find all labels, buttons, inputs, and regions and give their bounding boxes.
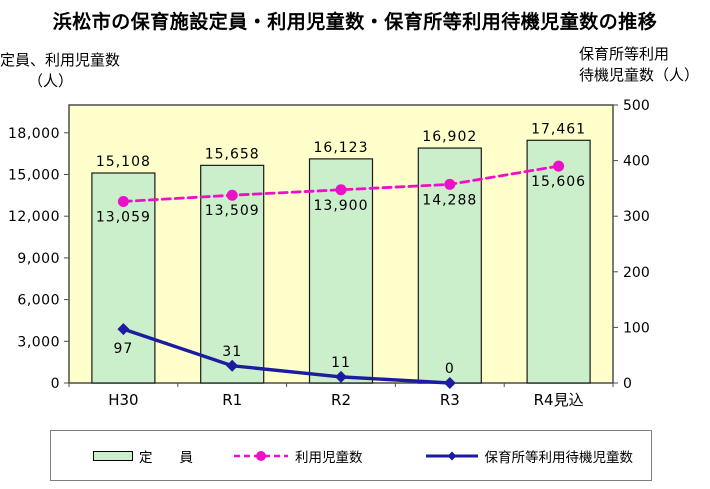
x-axis-category-label: R4見込 xyxy=(534,391,584,409)
left-axis-tick-label: 18,000 xyxy=(8,126,60,142)
right-axis-title-line2: 待機児童数（人） xyxy=(579,66,700,84)
right-axis-tick-label: 400 xyxy=(623,154,650,170)
circle-marker xyxy=(553,160,565,172)
right-axis-title: 保育所等利用 待機児童数（人） xyxy=(579,44,699,86)
legend-label-enrolled: 利用児童数 xyxy=(295,449,363,466)
right-axis-tick-label: 0 xyxy=(623,376,632,392)
point-value-label: 13,509 xyxy=(205,203,260,219)
point-value-label: 13,900 xyxy=(314,198,369,214)
left-axis-tick-label: 12,000 xyxy=(8,209,60,225)
left-axis-title-line1: 定員、利用児童数 xyxy=(0,51,121,69)
capacity-bar-swatch xyxy=(93,450,133,461)
point-value-label: 97 xyxy=(113,341,133,357)
circle-marker xyxy=(117,195,129,207)
point-value-label: 11 xyxy=(331,355,351,371)
left-axis-tick-label: 9,000 xyxy=(17,251,60,267)
x-axis-category-label: R3 xyxy=(440,391,460,409)
point-value-label: 14,288 xyxy=(422,192,477,208)
bar-value-label: 16,902 xyxy=(422,129,477,145)
point-value-label: 0 xyxy=(445,361,455,377)
legend-label-capacity: 定 員 xyxy=(139,449,193,466)
legend-item-waitlist: 保育所等利用待機児童数 xyxy=(425,446,634,466)
circle-marker xyxy=(335,184,347,196)
right-axis-tick-label: 200 xyxy=(623,265,650,281)
legend: 定 員 利用児童数 保育所等利用待機児童数 xyxy=(50,430,652,481)
point-value-label: 15,606 xyxy=(531,174,586,190)
point-value-label: 13,059 xyxy=(96,209,151,225)
bar-R4見込 xyxy=(526,139,591,384)
chart-title: 浜松市の保育施設定員・利用児童数・保育所等利用待機児童数の推移 xyxy=(52,11,658,33)
left-axis-tick-label: 0 xyxy=(51,376,60,392)
diamond-marker xyxy=(443,377,456,389)
left-axis-tick-label: 15,000 xyxy=(8,168,60,184)
left-axis-title-line2: （人） xyxy=(28,72,74,90)
x-axis-category-label: H30 xyxy=(108,391,138,409)
legend-label-waitlist: 保育所等利用待機児童数 xyxy=(484,449,634,466)
diamond-marker xyxy=(117,323,130,336)
right-axis-tick-label: 100 xyxy=(623,320,650,336)
legend-item-enrolled: 利用児童数 xyxy=(233,446,363,466)
point-value-label: 31 xyxy=(222,344,242,360)
series-line-circle xyxy=(122,164,560,203)
bar-value-label: 17,461 xyxy=(531,121,586,137)
circle-marker xyxy=(226,189,238,201)
bar-H30 xyxy=(91,172,156,384)
legend-item-capacity: 定 員 xyxy=(93,446,193,466)
right-axis-tick-label: 300 xyxy=(623,209,650,225)
series-line-diamond xyxy=(121,327,452,385)
waitlist-line-swatch xyxy=(425,451,478,460)
bar-value-label: 16,123 xyxy=(314,140,369,156)
circle-marker xyxy=(444,178,456,190)
diamond-marker xyxy=(226,359,239,372)
bar-value-label: 15,108 xyxy=(96,154,151,170)
bar-value-label: 15,658 xyxy=(205,146,260,162)
x-axis-category-label: R1 xyxy=(222,391,242,409)
left-axis-tick-label: 6,000 xyxy=(17,293,60,309)
left-axis-title: 定員、利用児童数 （人） xyxy=(0,50,120,92)
enrolled-line-swatch xyxy=(234,450,288,461)
diamond-marker xyxy=(335,370,347,383)
bar-R2 xyxy=(308,158,374,384)
left-axis-tick-label: 3,000 xyxy=(17,334,60,350)
bar-R1 xyxy=(200,164,265,384)
x-axis-category-label: R2 xyxy=(331,391,351,409)
right-axis-title-line1: 保育所等利用 xyxy=(579,45,670,63)
right-axis-tick-label: 500 xyxy=(623,98,650,114)
